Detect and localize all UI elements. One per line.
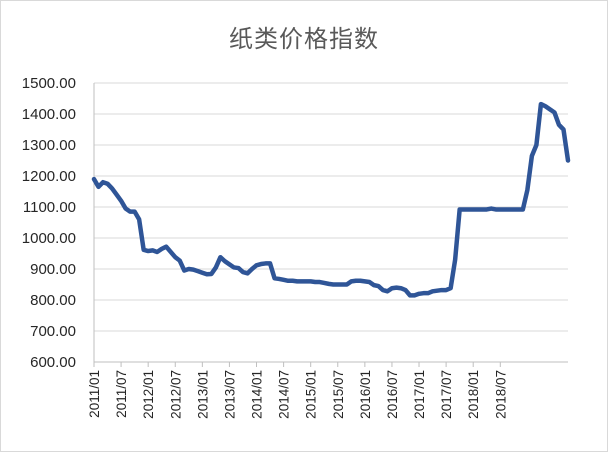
y-tick-label: 1500.00: [22, 75, 76, 92]
x-tick-label: 2013/07: [222, 370, 237, 419]
x-tick-label: 2012/01: [141, 370, 156, 419]
x-axis: 2011/01 2011/07 2012/01 2012/07 2013/01 2013/…: [87, 361, 568, 419]
y-tick-label: 1400.00: [22, 106, 76, 123]
x-tick-label: 2012/07: [168, 370, 183, 419]
plot-area: [91, 101, 571, 298]
x-tick-label: 2017/07: [439, 370, 454, 419]
x-tick-label: 2014/01: [250, 370, 265, 419]
chart-title: 纸类价格指数: [229, 25, 379, 53]
x-tick-label: 2011/07: [114, 370, 129, 418]
x-tick-label: 2018/07: [493, 370, 508, 419]
y-tick-label: 1200.00: [22, 168, 76, 185]
x-tick-label: 2015/01: [304, 370, 319, 419]
x-tick-label: 2015/07: [331, 370, 346, 419]
y-tick-label: 700.00: [30, 323, 76, 340]
gridlines: [94, 82, 568, 363]
x-tick-label: 2017/01: [412, 370, 427, 419]
series-line: [91, 101, 571, 298]
x-tick-label: 2016/07: [385, 370, 400, 419]
x-tick-label: 2014/07: [277, 370, 292, 419]
y-axis: 1500.00 1400.00 1300.00 1200.00 1100.00 1000.…: [22, 75, 95, 371]
x-tick-label: 2016/01: [358, 370, 373, 419]
x-tick-label: 2013/01: [195, 370, 210, 419]
y-tick-label: 1000.00: [22, 230, 76, 247]
x-tick-label: 2011/01: [87, 370, 102, 418]
y-tick-label: 800.00: [30, 292, 76, 309]
y-tick-label: 1100.00: [23, 199, 76, 216]
y-tick-label: 900.00: [30, 261, 76, 278]
y-tick-label: 1300.00: [22, 137, 76, 154]
y-tick-label: 600.00: [30, 354, 76, 371]
x-tick-label: 2018/01: [466, 370, 481, 419]
